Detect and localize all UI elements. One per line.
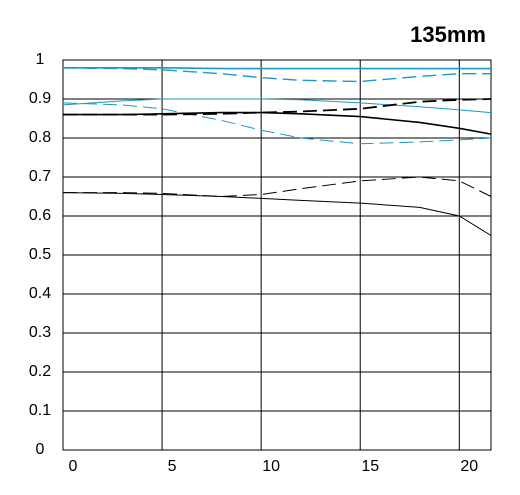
- y-tick-label: 0.8: [29, 129, 51, 146]
- y-tick-label: 1: [36, 51, 45, 68]
- mtf-line: [63, 98, 492, 116]
- mtf-line: [62, 98, 492, 114]
- x-tick-label: 10: [262, 458, 280, 475]
- y-tick-label: 0.1: [29, 402, 51, 419]
- y-tick-label: 0.7: [29, 168, 51, 185]
- mtf-line: [62, 192, 492, 236]
- mtf-line: [62, 102, 492, 145]
- y-tick-label: 0.3: [29, 324, 51, 341]
- mtf-line: [62, 67, 491, 83]
- y-tick-label: 0.2: [29, 363, 51, 380]
- mtf-line: [63, 67, 491, 70]
- y-tick-label: 0.5: [29, 246, 51, 263]
- x-tick-label: 0: [69, 458, 78, 475]
- x-tick-label: 5: [168, 458, 177, 475]
- y-tick-label: 0.4: [29, 285, 51, 302]
- y-tick-label: 0.6: [29, 207, 51, 224]
- y-tick-label: 0: [36, 441, 45, 458]
- y-tick-label: 0.9: [29, 90, 51, 107]
- x-tick-label: 15: [361, 458, 379, 475]
- mtf-line: [63, 111, 492, 135]
- chart-title: 135mm: [410, 22, 486, 47]
- x-tick-label: 20: [460, 458, 478, 475]
